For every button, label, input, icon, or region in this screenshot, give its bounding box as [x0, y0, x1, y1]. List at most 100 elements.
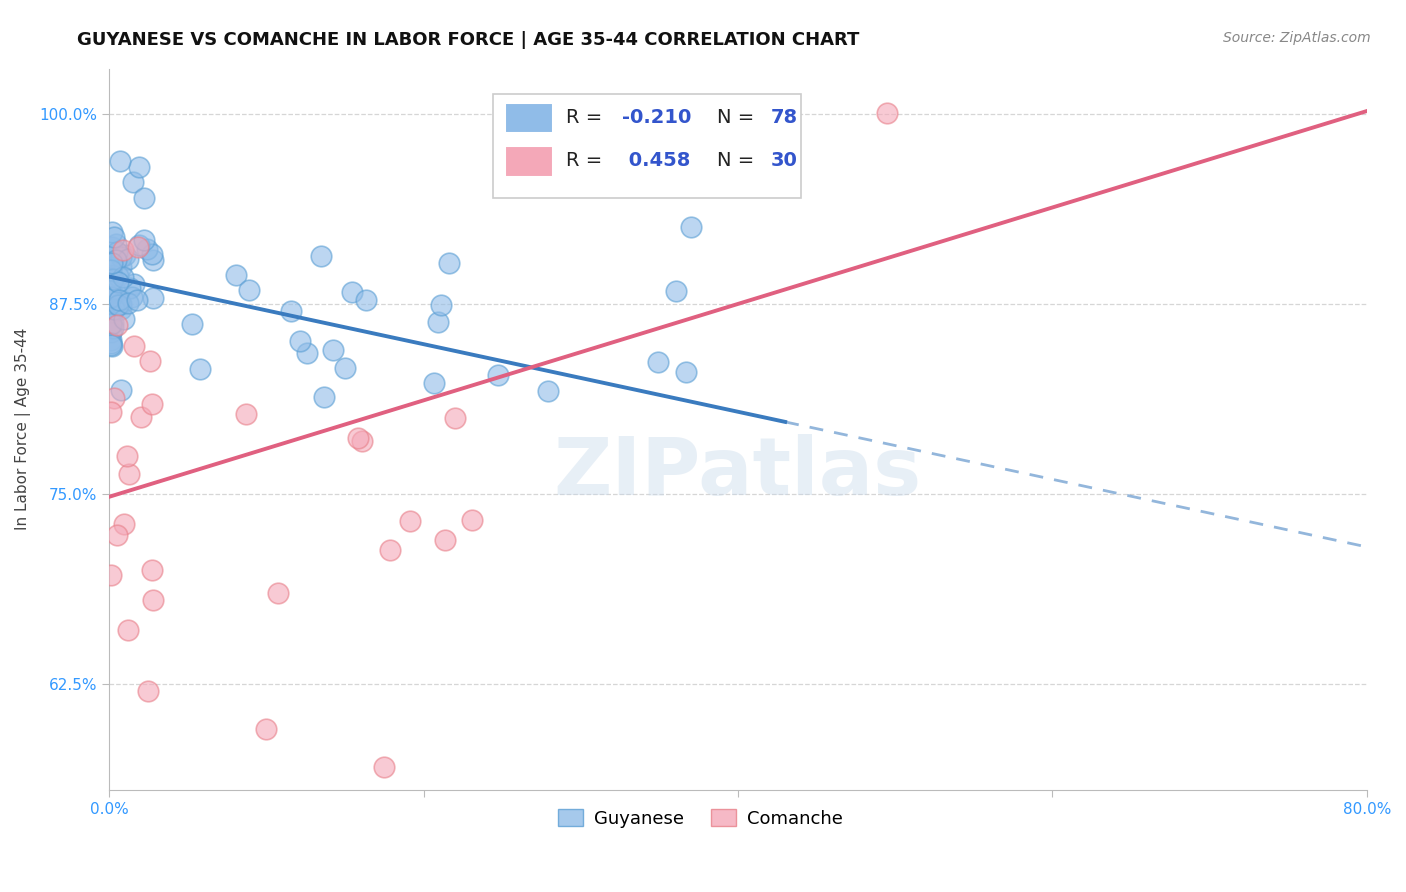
Point [121, 290, 143, 304]
Point [127, 293, 149, 307]
Point [100, 270, 122, 285]
Point [128, 160, 150, 174]
Point [486, 368, 509, 383]
Point [103, 391, 125, 405]
Point [333, 361, 356, 376]
Y-axis label: In Labor Force | Age 35-44: In Labor Force | Age 35-44 [15, 328, 31, 531]
Point [681, 219, 703, 234]
Point [103, 316, 125, 330]
Point [100, 262, 122, 277]
Point [100, 333, 122, 347]
Point [117, 467, 139, 482]
Point [107, 297, 129, 311]
Point [647, 355, 669, 369]
Point [107, 298, 129, 312]
Point [280, 304, 302, 318]
Point [295, 345, 318, 359]
Point [439, 256, 461, 270]
Point [100, 405, 122, 419]
Text: Source: ZipAtlas.com: Source: ZipAtlas.com [1223, 31, 1371, 45]
FancyBboxPatch shape [492, 94, 801, 198]
Point [100, 256, 122, 270]
Point [254, 722, 277, 736]
Point [110, 297, 132, 311]
Point [100, 325, 122, 339]
Point [108, 293, 131, 308]
Point [433, 533, 456, 548]
Point [118, 281, 141, 295]
Text: -0.210: -0.210 [623, 108, 692, 127]
Point [675, 365, 697, 379]
Point [322, 343, 344, 357]
Point [141, 397, 163, 411]
Point [114, 248, 136, 262]
Point [139, 353, 162, 368]
Text: N =: N = [717, 152, 761, 170]
Point [100, 567, 122, 582]
Point [124, 277, 146, 291]
Point [104, 285, 127, 299]
Text: R =: R = [565, 108, 609, 127]
Point [100, 315, 122, 329]
Point [112, 311, 135, 326]
Point [100, 339, 122, 353]
Point [110, 302, 132, 317]
Point [105, 236, 128, 251]
Point [129, 410, 152, 425]
Text: 30: 30 [770, 152, 797, 170]
Point [267, 586, 290, 600]
Point [132, 191, 155, 205]
Point [115, 450, 138, 464]
Point [342, 285, 364, 300]
Point [314, 390, 336, 404]
Point [134, 233, 156, 247]
Point [107, 268, 129, 283]
Point [103, 301, 125, 316]
Point [105, 253, 128, 268]
Point [112, 517, 135, 532]
Text: ZIPatlas: ZIPatlas [554, 434, 922, 511]
Point [103, 288, 125, 302]
Point [112, 243, 135, 257]
Text: 78: 78 [770, 108, 797, 127]
Point [100, 317, 122, 331]
Point [103, 321, 125, 335]
Point [373, 760, 395, 774]
Point [142, 593, 165, 607]
Point [101, 272, 124, 286]
Point [103, 229, 125, 244]
Point [135, 242, 157, 256]
Point [100, 290, 122, 304]
Point [347, 431, 370, 445]
Text: N =: N = [717, 108, 761, 127]
Point [105, 244, 128, 259]
Point [122, 339, 145, 353]
Point [141, 247, 163, 261]
Point [101, 225, 124, 239]
Point [121, 176, 143, 190]
Text: GUYANESE VS COMANCHE IN LABOR FORCE | AGE 35-44 CORRELATION CHART: GUYANESE VS COMANCHE IN LABOR FORCE | AG… [77, 31, 859, 49]
Point [235, 407, 257, 421]
Point [356, 293, 378, 307]
FancyBboxPatch shape [505, 103, 553, 134]
Point [100, 284, 122, 298]
Point [128, 237, 150, 252]
Point [111, 269, 134, 284]
Point [138, 684, 160, 698]
Point [100, 335, 122, 350]
Point [288, 334, 311, 349]
Point [225, 268, 247, 282]
Point [117, 624, 139, 638]
Point [101, 305, 124, 319]
FancyBboxPatch shape [505, 146, 553, 177]
Point [105, 318, 128, 332]
Point [444, 410, 467, 425]
Point [117, 295, 139, 310]
Point [110, 260, 132, 274]
Point [180, 317, 202, 331]
Legend: Guyanese, Comanche: Guyanese, Comanche [550, 802, 851, 835]
Point [141, 563, 163, 577]
Point [117, 252, 139, 266]
Point [110, 153, 132, 168]
Point [426, 315, 449, 329]
